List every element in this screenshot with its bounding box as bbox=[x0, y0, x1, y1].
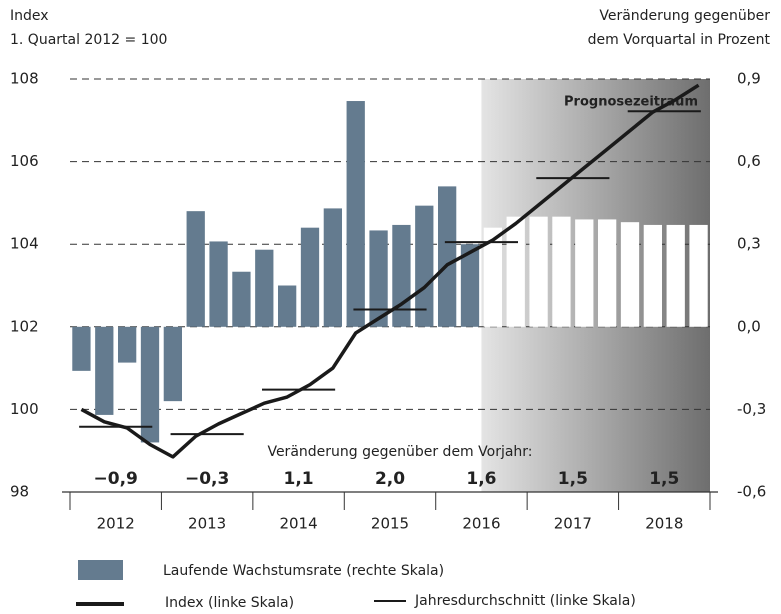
bar bbox=[346, 101, 365, 327]
annual-change-label: 1,1 bbox=[284, 469, 314, 489]
annotation-title: Veränderung gegenüber dem Vorjahr: bbox=[267, 444, 532, 460]
x-tick-label: 2015 bbox=[371, 515, 409, 533]
x-tick-label: 2018 bbox=[645, 515, 683, 533]
bar bbox=[369, 230, 388, 327]
annual-change-label: 2,0 bbox=[375, 469, 405, 489]
legend-swatch bbox=[78, 560, 123, 580]
bar bbox=[666, 224, 685, 327]
x-tick-label: 2017 bbox=[554, 515, 592, 533]
y-axis-label: 1. Quartal 2012 = 100 bbox=[10, 32, 167, 48]
bar bbox=[118, 326, 137, 363]
legend-label: Laufende Wachstumsrate (rechte Skala) bbox=[163, 563, 444, 579]
y-tick-label: 100 bbox=[10, 400, 39, 418]
y2-tick-label: 0,3 bbox=[737, 235, 761, 253]
index-line bbox=[80, 83, 700, 459]
y2-tick-label: -0,3 bbox=[737, 400, 766, 418]
x-tick-label: 2012 bbox=[97, 515, 135, 533]
y-tick-label: 106 bbox=[10, 152, 39, 170]
x-tick-label: 2014 bbox=[279, 515, 317, 533]
bar bbox=[575, 219, 594, 327]
bar bbox=[483, 227, 502, 327]
y2-tick-label: 0,6 bbox=[737, 152, 761, 170]
bar bbox=[95, 326, 114, 415]
bar bbox=[620, 222, 640, 327]
bar bbox=[186, 211, 205, 327]
bar bbox=[300, 227, 320, 327]
bar bbox=[598, 219, 617, 327]
x-tick-label: 2013 bbox=[188, 515, 226, 533]
bar bbox=[506, 216, 525, 327]
x-tick-label: 2016 bbox=[462, 515, 500, 533]
annual-change-label: −0,3 bbox=[185, 469, 229, 489]
annual-change-label: 1,5 bbox=[558, 469, 588, 489]
bar bbox=[643, 224, 662, 327]
bar bbox=[209, 241, 228, 327]
bar bbox=[278, 285, 297, 327]
annual-change-label: 1,6 bbox=[466, 469, 496, 489]
legend-label: Index (linke Skala) bbox=[165, 595, 294, 611]
annual-change-label: 1,5 bbox=[649, 469, 679, 489]
y2-tick-label: -0,6 bbox=[737, 483, 766, 501]
y-tick-label: 102 bbox=[10, 317, 39, 335]
bar bbox=[255, 249, 274, 327]
bar bbox=[140, 326, 160, 443]
bar bbox=[415, 205, 434, 327]
legend-label: Jahresdurchschnitt (linke Skala) bbox=[414, 593, 636, 609]
bar bbox=[163, 326, 182, 402]
bar bbox=[232, 271, 251, 327]
annual-change-label: −0,9 bbox=[94, 469, 138, 489]
bar bbox=[460, 244, 480, 327]
y-tick-label: 98 bbox=[10, 483, 29, 501]
y-tick-label: 104 bbox=[10, 235, 39, 253]
y2-axis-label: dem Vorquartal in Prozent bbox=[588, 32, 771, 48]
bar bbox=[323, 208, 342, 327]
bar bbox=[72, 326, 91, 371]
y2-axis-label: Veränderung gegenüber bbox=[599, 8, 770, 24]
bar bbox=[529, 216, 548, 327]
bar bbox=[438, 186, 457, 327]
bar bbox=[552, 216, 571, 327]
bar bbox=[689, 224, 708, 327]
y2-tick-label: 0,9 bbox=[737, 70, 761, 88]
y2-tick-label: 0,0 bbox=[737, 317, 761, 335]
bar bbox=[392, 224, 411, 327]
y-axis-label: Index bbox=[10, 8, 49, 24]
y-tick-label: 108 bbox=[10, 70, 39, 88]
